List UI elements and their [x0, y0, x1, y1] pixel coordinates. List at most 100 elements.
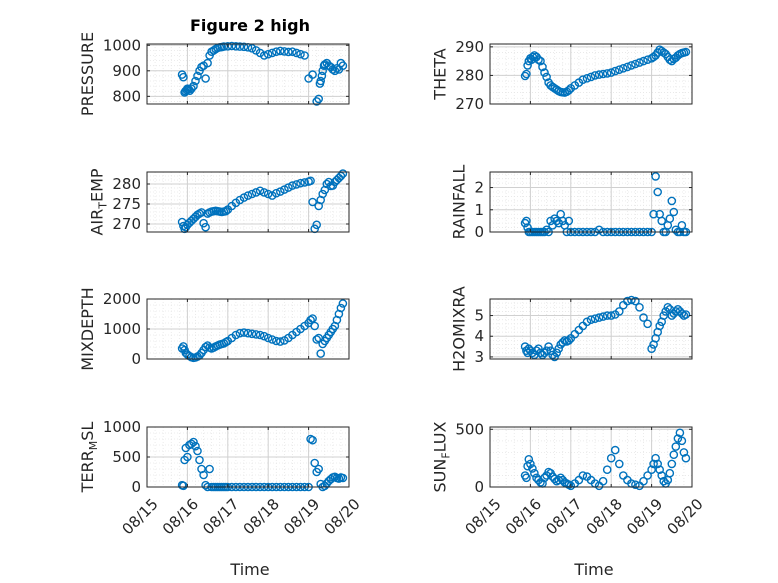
- data-point: [275, 187, 285, 196]
- y-axis-label: H2OMIXRA: [450, 286, 469, 372]
- y-tick-label: 800: [112, 87, 141, 105]
- data-point: [538, 62, 547, 72]
- data-point: [308, 70, 317, 79]
- data-point: [536, 56, 545, 66]
- data-point: [657, 216, 667, 226]
- data-point: [231, 330, 241, 340]
- data-point: [338, 169, 348, 178]
- y-tick-label: 290: [455, 38, 484, 56]
- data-point: [659, 311, 669, 320]
- x-tick-label: 08/15: [461, 495, 504, 538]
- data-point: [189, 81, 198, 91]
- data-point: [564, 86, 574, 95]
- data-point: [526, 459, 535, 469]
- data-point: [635, 58, 644, 67]
- x-tick-label: 08/16: [159, 495, 202, 538]
- data-point: [651, 453, 660, 463]
- x-tick-label: 08/20: [663, 495, 706, 538]
- data-point: [201, 74, 210, 83]
- data-point: [312, 335, 322, 344]
- data-point: [627, 295, 636, 305]
- data-point: [594, 313, 604, 322]
- data-point: [263, 49, 273, 59]
- data-point: [338, 61, 348, 70]
- y-tick-label: 280: [455, 66, 484, 84]
- data-point: [195, 455, 204, 465]
- data-point: [300, 178, 309, 187]
- data-point: [235, 42, 245, 51]
- data-point: [263, 189, 273, 199]
- data-point: [336, 303, 346, 313]
- data-point: [615, 307, 624, 316]
- data-point: [661, 307, 671, 316]
- data-point: [542, 72, 551, 82]
- data-point: [288, 181, 297, 190]
- data-point: [271, 47, 281, 57]
- data-point: [308, 197, 317, 207]
- y-axis-label: SUNFLUX: [431, 421, 453, 492]
- data-point: [550, 352, 559, 362]
- data-point: [179, 72, 188, 82]
- y-axis-label: TERRMSL: [78, 422, 100, 494]
- data-point: [530, 468, 539, 478]
- y-tick-label: 1000: [103, 418, 141, 436]
- data-point: [602, 69, 612, 78]
- data-point: [317, 71, 327, 81]
- panel-pressure: 800 900 1000 PRESSURE: [78, 32, 350, 116]
- data-point: [292, 180, 301, 189]
- data-point: [665, 214, 675, 223]
- data-point: [275, 337, 285, 346]
- y-tick-label: 270: [112, 215, 141, 233]
- data-point: [201, 222, 210, 232]
- data-point: [643, 319, 652, 329]
- data-point: [623, 296, 632, 306]
- data-point: [590, 314, 600, 324]
- data-point: [280, 185, 289, 194]
- axes-box: [489, 43, 693, 105]
- y-tick-label: 5: [474, 307, 484, 325]
- data-point: [542, 346, 551, 356]
- data-point: [522, 69, 531, 79]
- y-tick-label: 900: [112, 62, 141, 80]
- data-point: [280, 47, 289, 56]
- data-point: [615, 459, 624, 469]
- y-tick-label: 270: [455, 95, 484, 113]
- data-point: [542, 225, 551, 235]
- data-point: [639, 476, 648, 486]
- data-point: [564, 336, 574, 345]
- x-axis-label-right: Time: [573, 560, 613, 579]
- y-tick-label: 500: [455, 420, 484, 438]
- data-point: [528, 464, 537, 473]
- figure-title: Figure 2 high: [190, 16, 310, 35]
- data-point: [623, 62, 632, 72]
- data-point: [606, 68, 616, 77]
- panel-theta: 270 280 290 THETA: [431, 38, 693, 113]
- data-point: [631, 59, 640, 69]
- y-axis-label: PRESSURE: [78, 32, 97, 116]
- data-point: [205, 464, 214, 474]
- data-point: [255, 186, 265, 196]
- y-axis-label: MIXDEPTH: [78, 287, 97, 370]
- data-point: [187, 84, 196, 93]
- data-point: [288, 47, 297, 57]
- axes-box: [146, 43, 350, 105]
- data-point: [310, 321, 320, 331]
- data-point: [312, 220, 322, 230]
- data-point: [590, 71, 600, 80]
- data-point: [544, 342, 553, 351]
- data-point: [235, 328, 245, 338]
- data-point: [247, 189, 257, 199]
- data-point: [635, 302, 644, 312]
- data-point: [606, 453, 616, 463]
- data-point: [598, 312, 608, 321]
- data-point: [193, 71, 202, 81]
- x-tick-label: 08/19: [280, 495, 323, 538]
- data-point: [284, 183, 293, 192]
- data-point: [231, 42, 241, 51]
- data-point: [681, 310, 691, 319]
- data-point: [296, 178, 305, 188]
- data-point: [259, 188, 269, 197]
- data-point: [655, 321, 665, 331]
- x-tick-label: 08/16: [502, 495, 545, 538]
